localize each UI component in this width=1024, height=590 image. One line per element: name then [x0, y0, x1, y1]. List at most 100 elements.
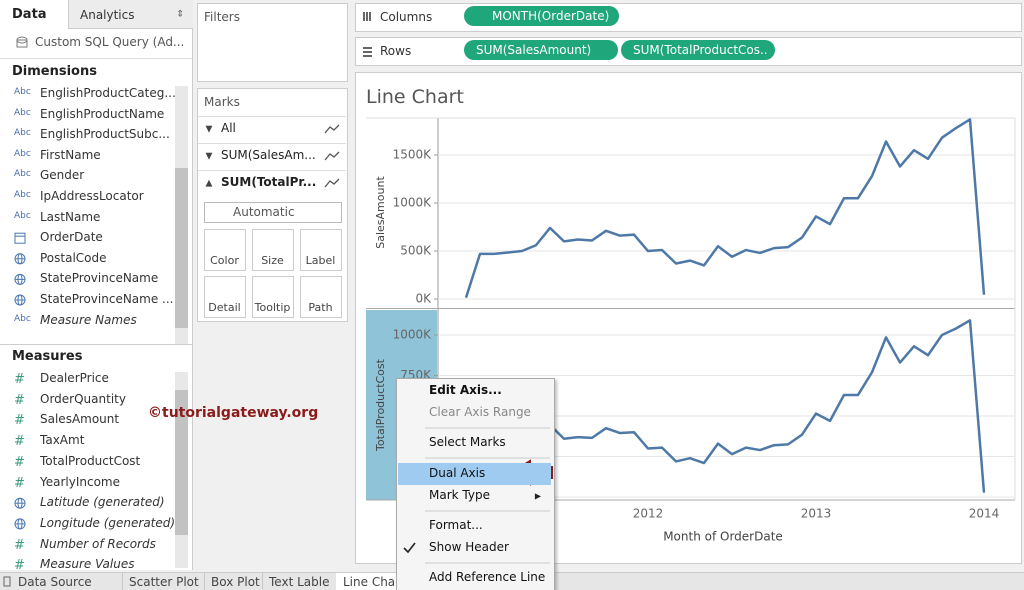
check-mark	[403, 542, 416, 554]
shelf-label: Columns	[380, 10, 433, 24]
marks-card-name[interactable]: All	[221, 121, 236, 135]
mark-button[interactable]	[204, 276, 246, 318]
tab[interactable]: Analytics	[80, 8, 135, 22]
y-tick-label: 1000K	[393, 327, 433, 341]
mark-button-label[interactable]: Detail	[208, 301, 241, 314]
field[interactable]: EnglishProductCateg...	[40, 86, 176, 100]
caret: ▼	[206, 125, 213, 135]
sheet-tab[interactable]	[204, 573, 263, 590]
field[interactable]: TaxAmt	[40, 433, 85, 448]
mark-button-label[interactable]: Color	[210, 254, 239, 267]
y-tick-label: 500K	[400, 244, 432, 258]
data-pane	[0, 0, 193, 570]
pill-label[interactable]: SUM(SalesAmount)	[476, 43, 592, 57]
mark-button[interactable]	[252, 229, 294, 271]
field[interactable]: EnglishProductSubc...	[40, 127, 170, 142]
pill[interactable]	[464, 40, 618, 60]
sheet-tab[interactable]	[0, 573, 123, 590]
tab[interactable]: Data	[12, 7, 47, 22]
field-type: Abc	[14, 210, 31, 221]
field[interactable]: EnglishProductName	[40, 106, 165, 121]
field[interactable]: TotalProductCost	[40, 453, 141, 468]
field-type: Abc	[14, 148, 31, 159]
scroll-thumb[interactable]	[175, 168, 188, 328]
submenu-arrow: ▶	[535, 492, 542, 501]
sheet-tab-label[interactable]: Scatter Plot	[129, 575, 199, 589]
field[interactable]: YearlyIncome	[40, 474, 120, 489]
divider	[0, 58, 192, 59]
field[interactable]: SalesAmount	[40, 412, 120, 427]
marks-row[interactable]	[198, 170, 346, 197]
mark-button[interactable]	[300, 229, 342, 271]
marks-card-name[interactable]: SUM(TotalPr...	[221, 175, 317, 189]
y-axis-title: SalesAmount	[374, 176, 387, 249]
globe-icon	[17, 273, 23, 285]
field[interactable]: StateProvinceName	[40, 271, 159, 286]
chart-title: Line Chart	[366, 86, 464, 108]
field[interactable]: Longitude (generated)	[40, 515, 176, 530]
field[interactable]: OrderQuantity	[40, 391, 126, 406]
pill-label[interactable]: SUM(TotalProductCos..	[633, 43, 768, 57]
sheet-tab-label[interactable]: Text Lable	[269, 575, 330, 589]
field[interactable]: OrderDate	[40, 230, 103, 245]
field-type: Abc	[14, 313, 31, 324]
mark-button-label[interactable]: Path	[308, 301, 333, 314]
field-type: #	[14, 413, 25, 429]
field[interactable]: Latitude (generated)	[40, 495, 165, 510]
x-tick-label: 2014	[969, 507, 1000, 521]
sheet-tab-label[interactable]: Box Plot	[211, 575, 260, 589]
menu-item[interactable]: Edit Axis...	[429, 383, 502, 397]
pill-label[interactable]: MONTH(OrderDate)	[492, 9, 610, 23]
mark-button[interactable]	[204, 229, 246, 271]
y-tick-label: 0K	[415, 292, 432, 306]
db-icon	[16, 39, 28, 48]
mark-button-label[interactable]: Size	[261, 254, 284, 267]
field-type: #	[14, 475, 25, 491]
pill[interactable]	[464, 6, 619, 26]
mark-button-label[interactable]: Tooltip	[254, 301, 291, 314]
menu-item[interactable]: Select Marks	[429, 435, 506, 449]
field[interactable]: IpAddressLocator	[40, 189, 144, 203]
datasource[interactable]: Custom SQL Query (Ad...	[35, 35, 185, 49]
marks-card-name[interactable]: SUM(SalesAm...	[221, 148, 316, 162]
pill[interactable]	[621, 40, 775, 60]
field-type: Abc	[14, 87, 31, 97]
menu-item[interactable]: Add Reference Line	[429, 570, 546, 584]
datasource-icon	[3, 576, 11, 587]
sheet-tab-label[interactable]: Data Source	[18, 575, 92, 589]
menu-item[interactable]: Dual Axis	[429, 466, 486, 480]
mark-button-label[interactable]: Label	[305, 254, 336, 267]
mark-button[interactable]	[252, 276, 294, 318]
marks-row[interactable]	[198, 116, 346, 143]
filters-shelf[interactable]	[197, 3, 348, 82]
marks-row[interactable]	[198, 143, 346, 170]
field-type: Abc	[14, 169, 31, 180]
globe-icon	[17, 294, 23, 306]
field[interactable]: Gender	[40, 168, 85, 183]
menu-item[interactable]: Mark Type	[429, 488, 490, 502]
field[interactable]: FirstName	[40, 147, 101, 162]
field[interactable]: Number of Records	[40, 536, 156, 551]
field[interactable]: PostalCode	[40, 250, 107, 265]
mark-type-label: Automatic	[233, 205, 295, 219]
section-title: Measures	[12, 349, 83, 364]
field[interactable]: DealerPrice	[40, 371, 109, 385]
section-title: Dimensions	[12, 64, 97, 79]
field[interactable]: LastName	[40, 209, 101, 224]
sheet-tab[interactable]	[122, 573, 205, 590]
sheet-tab-label[interactable]: Line Chart	[343, 575, 405, 589]
mark-type[interactable]	[204, 202, 342, 223]
analytics-tab-bg	[68, 0, 193, 29]
field[interactable]: Measure Values	[40, 557, 135, 572]
scroll-thumb[interactable]	[175, 390, 188, 535]
field-type: Abc	[14, 190, 31, 200]
line-icon	[324, 178, 340, 188]
field[interactable]: Measure Names	[40, 312, 137, 327]
field[interactable]: StateProvinceName ...	[40, 292, 174, 306]
menu-item[interactable]: Show Header	[429, 540, 509, 554]
field-type: Abc	[14, 107, 31, 118]
menu-item[interactable]: Format...	[429, 518, 483, 532]
field-type: Abc	[14, 128, 31, 139]
mark-button[interactable]	[300, 276, 342, 318]
